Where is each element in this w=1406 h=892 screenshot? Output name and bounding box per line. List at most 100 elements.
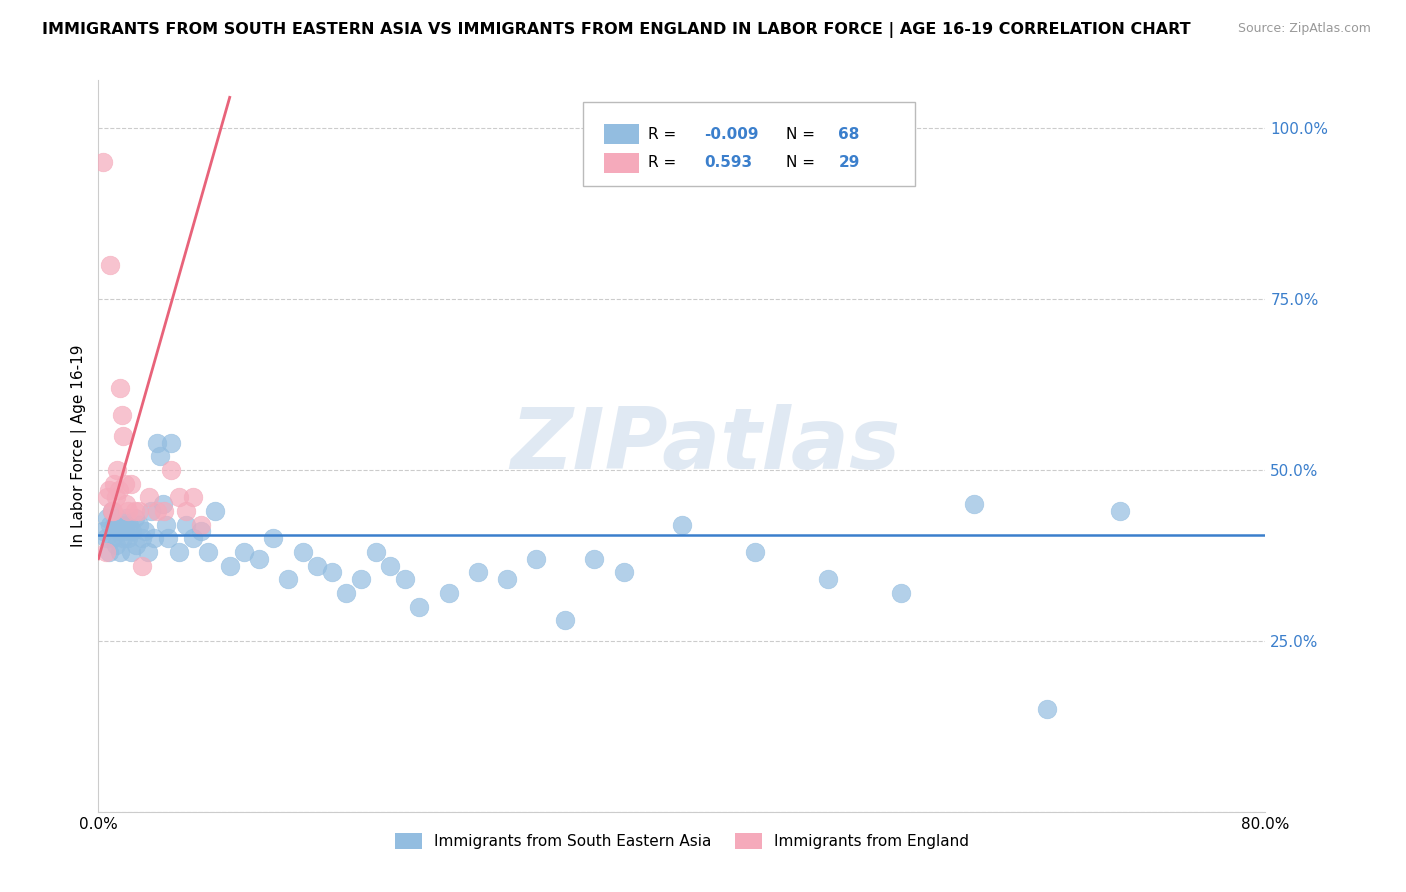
Point [190, 517, 212, 532]
FancyBboxPatch shape [603, 124, 638, 145]
Point [744, 545, 766, 559]
Point [174, 517, 197, 532]
Point [115, 510, 138, 524]
Text: N =: N = [786, 127, 820, 142]
FancyBboxPatch shape [603, 153, 638, 173]
Point [167, 490, 190, 504]
Point [364, 545, 387, 559]
Point [139, 504, 162, 518]
Point [583, 551, 606, 566]
Point [108, 524, 131, 539]
Text: 0.593: 0.593 [704, 155, 752, 170]
Point [124, 504, 146, 518]
Point [350, 572, 373, 586]
Point [612, 566, 634, 580]
Point [96, 490, 118, 504]
Point [114, 524, 136, 539]
Point [108, 483, 131, 498]
Point [94, 545, 117, 559]
Point [104, 538, 127, 552]
Point [181, 490, 204, 504]
Point [120, 476, 142, 491]
Point [121, 524, 143, 539]
Point [118, 517, 141, 532]
Text: IMMIGRANTS FROM SOUTH EASTERN ASIA VS IMMIGRANTS FROM ENGLAND IN LABOR FORCE | A: IMMIGRANTS FROM SOUTH EASTERN ASIA VS IM… [42, 22, 1191, 38]
Point [100, 504, 122, 518]
Point [98, 258, 121, 272]
Point [98, 517, 121, 532]
Text: 68: 68 [838, 127, 859, 142]
Point [380, 558, 402, 573]
Text: ZIPatlas: ZIPatlas [510, 404, 900, 488]
Point [115, 497, 138, 511]
Point [94, 531, 117, 545]
Point [554, 613, 576, 627]
Point [496, 572, 519, 586]
Point [174, 504, 197, 518]
FancyBboxPatch shape [582, 103, 915, 186]
Point [110, 381, 132, 395]
Point [111, 517, 134, 532]
Point [197, 545, 219, 559]
Text: 29: 29 [838, 155, 859, 170]
Point [117, 504, 139, 518]
Point [104, 490, 127, 504]
Text: R =: R = [648, 127, 681, 142]
Point [131, 531, 153, 545]
Point [146, 504, 169, 518]
Point [112, 429, 135, 443]
Text: Source: ZipAtlas.com: Source: ZipAtlas.com [1237, 22, 1371, 36]
Point [97, 483, 120, 498]
Point [671, 517, 693, 532]
Point [152, 497, 174, 511]
Text: -0.009: -0.009 [704, 127, 759, 142]
Point [112, 531, 135, 545]
Point [114, 476, 136, 491]
Point [138, 490, 160, 504]
Point [181, 531, 204, 545]
Point [101, 531, 124, 545]
Legend: Immigrants from South Eastern Asia, Immigrants from England: Immigrants from South Eastern Asia, Immi… [388, 827, 976, 855]
Point [467, 566, 489, 580]
Point [247, 551, 270, 566]
Point [91, 524, 114, 539]
Point [124, 510, 146, 524]
Point [890, 586, 912, 600]
Point [262, 531, 284, 545]
Point [190, 524, 212, 539]
Point [167, 545, 190, 559]
Point [817, 572, 839, 586]
Point [128, 504, 150, 518]
Point [91, 155, 114, 169]
Point [134, 524, 156, 539]
Point [160, 463, 183, 477]
Text: N =: N = [786, 155, 820, 170]
Text: R =: R = [648, 155, 681, 170]
Point [1035, 702, 1057, 716]
Point [1108, 504, 1130, 518]
Point [136, 545, 159, 559]
Point [291, 545, 314, 559]
Point [146, 435, 169, 450]
Point [120, 545, 142, 559]
Point [105, 463, 128, 477]
Point [437, 586, 460, 600]
Point [277, 572, 299, 586]
Point [218, 558, 240, 573]
Point [105, 510, 128, 524]
Point [233, 545, 256, 559]
Point [142, 531, 165, 545]
Point [103, 517, 125, 532]
Point [153, 504, 176, 518]
Point [335, 586, 357, 600]
Point [307, 558, 329, 573]
Point [157, 531, 180, 545]
Y-axis label: In Labor Force | Age 16-19: In Labor Force | Age 16-19 [72, 344, 87, 548]
Point [149, 449, 172, 463]
Point [160, 435, 183, 450]
Point [131, 558, 153, 573]
Point [204, 504, 226, 518]
Point [103, 476, 125, 491]
Point [408, 599, 430, 614]
Point [524, 551, 547, 566]
